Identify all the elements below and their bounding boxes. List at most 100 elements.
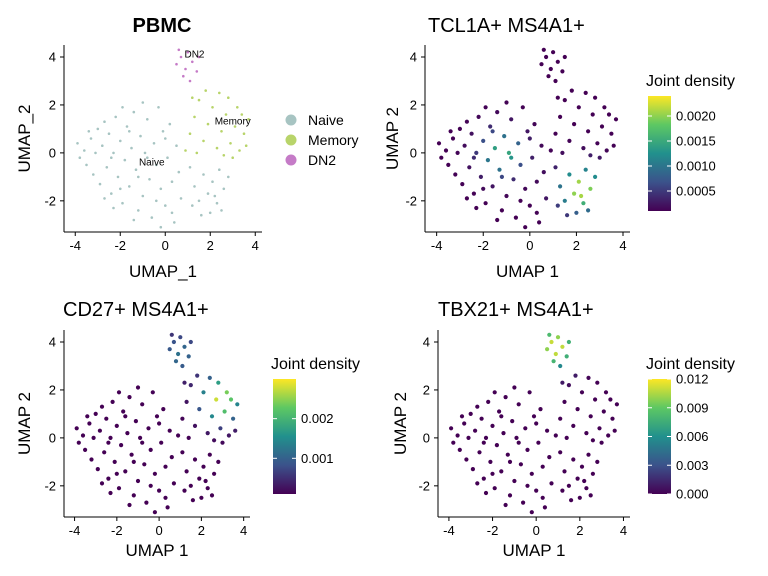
scatter-point: [506, 150, 511, 155]
scatter-point: [527, 390, 532, 395]
scatter-point: [152, 142, 156, 145]
scatter-point: [457, 447, 462, 452]
scatter-point: [510, 419, 515, 424]
scatter-point: [525, 447, 530, 452]
scatter-point: [547, 332, 552, 337]
scatter-point: [129, 452, 134, 457]
scatter-point: [566, 383, 572, 388]
scatter-point: [443, 148, 449, 153]
scatter-point: [579, 464, 585, 469]
panel-cd27-ms4a1: CD27+ MS4A1+ -4 -2 0 2 4 -2 0 2 4 UMAP 1 UMAP 2 Join…: [15, 299, 360, 560]
scatter-point: [560, 150, 565, 155]
scatter-point: [244, 144, 248, 147]
scatter-point: [483, 105, 488, 110]
scatter-point: [74, 426, 79, 431]
scatter-point: [478, 174, 483, 179]
scatter-point: [98, 182, 102, 186]
scatter-point: [188, 132, 192, 135]
scatter-point: [128, 185, 131, 188]
scatter-point: [582, 478, 587, 484]
x-axis-title: UMAP 1: [503, 541, 566, 560]
scatter-point: [603, 390, 609, 395]
scatter-point: [547, 455, 552, 460]
scatter-point: [584, 486, 589, 491]
scatter-point: [215, 201, 219, 205]
scatter-point: [549, 339, 554, 345]
scatter-point: [567, 172, 572, 177]
x-tick-label: -2: [487, 523, 499, 538]
scatter-point: [182, 344, 187, 349]
scatter-point: [571, 457, 576, 462]
scatter-point: [516, 440, 521, 445]
scatter-point: [224, 113, 228, 116]
scatter-point: [78, 156, 82, 159]
scatter-point: [516, 402, 521, 407]
scatter-point: [483, 435, 489, 440]
scatter-point: [195, 373, 200, 378]
scatter-point: [209, 414, 215, 419]
y-tick-label: 4: [423, 334, 430, 349]
scatter-point: [507, 493, 513, 498]
scatter-point: [513, 215, 519, 220]
scatter-point: [178, 335, 183, 340]
legend: Naive Memory DN2: [285, 112, 359, 168]
scatter-point: [132, 218, 136, 222]
scatter-point: [614, 402, 620, 407]
scatter-point: [581, 201, 586, 206]
x-tick-label: 4: [620, 523, 627, 538]
scatter-point: [483, 490, 489, 496]
scatter-point: [579, 193, 584, 199]
scatter-point: [606, 433, 611, 438]
scatter-point: [586, 375, 591, 380]
scatter-point: [541, 47, 546, 52]
scatter-point: [448, 129, 453, 134]
scatter-point: [127, 502, 132, 508]
scatter-point: [179, 197, 183, 200]
scatter-point: [562, 98, 567, 103]
scatter-point: [569, 498, 574, 503]
scatter-point: [201, 464, 206, 469]
x-tick-label: -4: [443, 523, 455, 538]
scatter-point: [503, 395, 508, 400]
scatter-point: [218, 91, 221, 95]
scatter-point: [586, 129, 591, 134]
scatter-point: [611, 143, 616, 148]
scatter-point: [488, 459, 493, 464]
scatter-point: [188, 483, 193, 488]
scatter-point: [564, 354, 569, 359]
scatter-point: [449, 426, 454, 431]
scatter-point: [576, 105, 581, 110]
scatter-points: [74, 332, 240, 515]
x-tick-label: 4: [619, 238, 626, 253]
scatter-point: [83, 149, 86, 152]
scatter-point: [540, 495, 545, 500]
scatter-point: [134, 168, 138, 171]
scatter-point: [159, 225, 163, 229]
scatter-point: [142, 462, 147, 467]
scatter-point: [481, 476, 486, 481]
x-axis-title: UMAP_1: [129, 262, 197, 281]
scatter-point: [106, 440, 111, 445]
scatter-point: [575, 407, 580, 412]
scatter-point: [103, 197, 106, 200]
scatter-point: [450, 136, 456, 141]
scatter-point: [211, 106, 214, 109]
scatter-point: [164, 204, 167, 207]
scatter-point: [173, 359, 179, 364]
scatter-point: [518, 462, 524, 467]
scatter-point: [455, 433, 460, 438]
scatter-point: [555, 203, 560, 208]
scatter-point: [464, 196, 469, 201]
scatter-point: [207, 452, 212, 457]
scatter-point: [188, 339, 193, 345]
scatter-point: [184, 67, 187, 71]
scatter-point: [231, 156, 234, 159]
scatter-points: [76, 48, 250, 229]
scatter-point: [531, 414, 537, 419]
scatter-point: [527, 203, 532, 208]
scatter-point: [546, 74, 551, 79]
scatter-point: [191, 96, 194, 99]
scatter-point: [457, 126, 462, 131]
scatter-point: [565, 213, 570, 218]
colorbar-tick-label: 0.002: [301, 411, 334, 426]
